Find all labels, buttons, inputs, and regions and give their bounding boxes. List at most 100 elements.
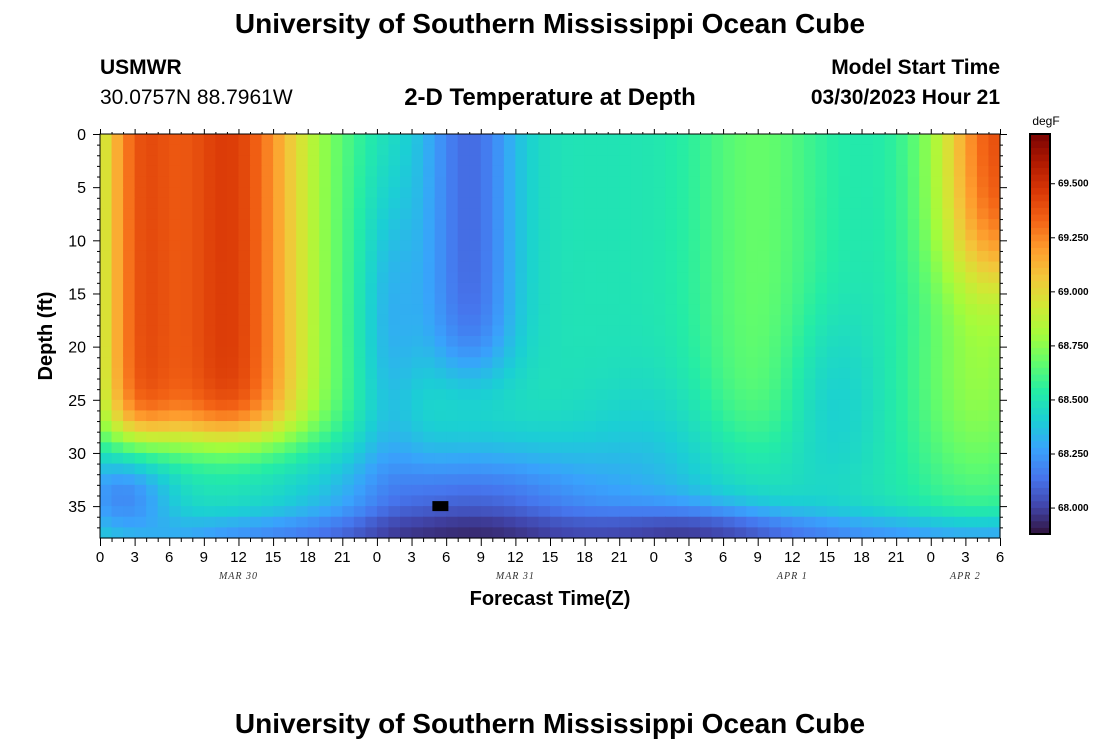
heatmap-cell bbox=[388, 314, 401, 326]
heatmap-cell bbox=[930, 357, 943, 369]
heatmap-cell bbox=[803, 484, 816, 497]
heatmap-cell bbox=[884, 282, 897, 295]
heatmap-cell bbox=[157, 176, 170, 188]
heatmap-cell bbox=[342, 250, 355, 263]
heatmap-cell bbox=[226, 389, 240, 401]
heatmap-cell bbox=[861, 293, 874, 305]
heatmap-cell bbox=[330, 187, 343, 199]
heatmap-cell bbox=[469, 389, 482, 401]
heatmap-cell bbox=[700, 474, 713, 486]
heatmap-cell bbox=[296, 474, 309, 486]
heatmap-cell bbox=[769, 399, 782, 412]
heatmap-cell bbox=[400, 421, 413, 433]
heatmap-cell bbox=[769, 452, 782, 465]
heatmap-cell bbox=[157, 304, 170, 316]
heatmap-cell bbox=[238, 336, 251, 348]
heatmap-cell bbox=[273, 410, 286, 422]
heatmap-cell bbox=[376, 389, 390, 401]
heatmap-cell bbox=[919, 304, 932, 316]
heatmap-cell bbox=[515, 293, 528, 305]
heatmap-cell bbox=[838, 155, 851, 167]
heatmap-cell bbox=[446, 165, 459, 178]
heatmap-cell bbox=[700, 527, 713, 539]
heatmap-cell bbox=[330, 144, 343, 156]
heatmap-cell bbox=[296, 144, 309, 156]
heatmap-cell bbox=[180, 219, 193, 231]
heatmap-cell bbox=[330, 165, 343, 178]
heatmap-cell bbox=[688, 304, 701, 316]
heatmap-cell bbox=[653, 346, 666, 358]
heatmap-cell bbox=[215, 229, 228, 241]
heatmap-cell bbox=[192, 165, 205, 178]
heatmap-cell bbox=[515, 452, 528, 465]
heatmap-cell bbox=[100, 336, 113, 348]
heatmap-cell bbox=[723, 484, 736, 497]
heatmap-cell bbox=[238, 314, 251, 326]
heatmap-cell bbox=[757, 134, 770, 146]
heatmap-cell bbox=[757, 155, 770, 167]
heatmap-cell bbox=[757, 261, 770, 273]
heatmap-cell bbox=[469, 431, 482, 443]
heatmap-cell bbox=[723, 410, 736, 422]
heatmap-cell bbox=[296, 421, 309, 433]
heatmap-cell bbox=[123, 134, 136, 146]
heatmap-cell bbox=[423, 250, 436, 263]
heatmap-cell bbox=[469, 442, 482, 454]
heatmap-cell bbox=[203, 421, 216, 433]
heatmap-cell bbox=[296, 293, 309, 305]
heatmap-cell bbox=[896, 378, 909, 390]
heatmap-cell bbox=[111, 389, 124, 401]
heatmap-cell bbox=[757, 442, 770, 454]
heatmap-cell bbox=[907, 495, 920, 507]
colorbar-segment bbox=[1030, 180, 1050, 188]
heatmap-cell bbox=[919, 506, 932, 518]
heatmap-cell bbox=[769, 442, 782, 454]
heatmap-cell bbox=[250, 463, 263, 475]
heatmap-cell bbox=[676, 197, 690, 210]
heatmap-cell bbox=[919, 314, 932, 326]
heatmap-cell bbox=[526, 357, 540, 369]
heatmap-cell bbox=[607, 474, 620, 486]
heatmap-cell bbox=[596, 389, 609, 401]
heatmap-cell bbox=[953, 144, 966, 156]
heatmap-cell bbox=[423, 336, 436, 348]
heatmap-cell bbox=[734, 187, 747, 199]
heatmap-cell bbox=[238, 261, 251, 273]
heatmap-cell bbox=[526, 293, 540, 305]
heatmap-cell bbox=[596, 314, 609, 326]
heatmap-cell bbox=[203, 134, 216, 146]
heatmap-cell bbox=[769, 495, 782, 507]
heatmap-cell bbox=[192, 176, 205, 188]
heatmap-cell bbox=[642, 261, 655, 273]
heatmap-cell bbox=[838, 165, 851, 178]
heatmap-cell bbox=[215, 516, 228, 528]
heatmap-cell bbox=[307, 378, 320, 390]
heatmap-cell bbox=[111, 495, 124, 507]
heatmap-cell bbox=[665, 506, 678, 518]
heatmap-cell bbox=[734, 346, 747, 358]
heatmap-cell bbox=[711, 293, 724, 305]
heatmap-cell bbox=[238, 208, 251, 220]
heatmap-cell bbox=[226, 399, 240, 412]
heatmap-cell bbox=[446, 229, 459, 241]
date-label: APR 2 bbox=[949, 571, 981, 582]
heatmap-cell bbox=[723, 197, 736, 210]
heatmap-cell bbox=[561, 144, 574, 156]
heatmap-cell bbox=[388, 336, 401, 348]
x-tick-label: 3 bbox=[961, 549, 969, 566]
heatmap-cell bbox=[192, 527, 205, 539]
heatmap-cell bbox=[273, 506, 286, 518]
heatmap-cell bbox=[388, 516, 401, 528]
heatmap-cell bbox=[411, 219, 424, 231]
heatmap-cell bbox=[134, 240, 147, 252]
heatmap-cell bbox=[676, 516, 690, 528]
heatmap-cell bbox=[780, 527, 793, 539]
heatmap-cell bbox=[353, 421, 366, 433]
heatmap-cell bbox=[757, 272, 770, 284]
heatmap-cell bbox=[330, 484, 343, 497]
heatmap-cell bbox=[411, 176, 424, 188]
heatmap-cell bbox=[215, 261, 228, 273]
heatmap-cell bbox=[630, 165, 643, 178]
heatmap-cell bbox=[411, 346, 424, 358]
heatmap-cell bbox=[711, 176, 724, 188]
